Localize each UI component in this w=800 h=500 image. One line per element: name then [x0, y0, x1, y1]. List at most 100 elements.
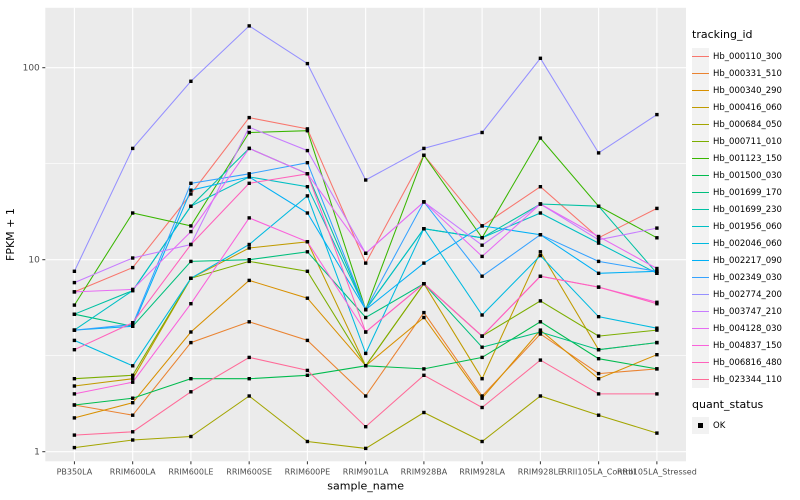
- data-point: [72, 348, 77, 352]
- data-point: [596, 238, 601, 242]
- quant-status-legend-entries: OK: [692, 417, 798, 434]
- legend-entry-label: Hb_000110_300: [713, 51, 782, 62]
- data-point: [131, 413, 135, 417]
- x-tick-label: RRIM600SE: [226, 467, 272, 476]
- data-point: [480, 274, 484, 278]
- data-point: [305, 194, 310, 198]
- data-point: [72, 377, 77, 381]
- data-point: [480, 224, 484, 228]
- legend-entry-label: Hb_001123_150: [713, 153, 782, 164]
- legend-entry-Hb_004128_030: Hb_004128_030: [692, 320, 798, 337]
- data-point: [538, 136, 543, 140]
- data-point: [538, 320, 543, 324]
- data-point: [72, 280, 77, 285]
- data-point: [305, 373, 310, 377]
- legend-entry-label: Hb_000331_510: [713, 68, 782, 79]
- x-tick-label: RRIM901LA: [343, 467, 389, 476]
- legend-key-line-icon: [692, 184, 709, 201]
- legend-entry-label: Hb_002349_030: [713, 272, 782, 283]
- data-point: [422, 410, 426, 415]
- data-point: [131, 321, 135, 325]
- data-point: [72, 328, 77, 332]
- data-point: [538, 202, 543, 206]
- data-point: [480, 334, 484, 338]
- data-point: [480, 377, 484, 381]
- legend-key-line-icon: [692, 65, 709, 82]
- data-point: [72, 290, 77, 294]
- x-tick-label: RRIM928LE: [518, 467, 563, 476]
- data-point: [655, 431, 659, 435]
- data-point: [131, 380, 135, 384]
- data-point: [189, 192, 193, 196]
- data-point: [247, 172, 251, 176]
- data-point: [189, 181, 193, 185]
- data-point: [72, 312, 77, 316]
- data-point: [538, 250, 543, 254]
- data-point: [596, 285, 601, 289]
- data-point: [131, 430, 135, 434]
- data-point: [305, 129, 310, 133]
- legend-entry-label: Hb_002774_200: [713, 289, 782, 300]
- data-point: [596, 151, 601, 155]
- data-point: [72, 403, 77, 407]
- data-point: [655, 353, 659, 357]
- data-point: [364, 178, 368, 182]
- legend-entry-label: Hb_001956_060: [713, 221, 782, 232]
- data-point: [422, 310, 426, 315]
- data-point: [655, 367, 659, 371]
- data-point: [305, 250, 310, 254]
- data-point: [480, 130, 484, 135]
- data-point: [596, 377, 601, 381]
- data-point: [131, 265, 135, 270]
- legend-key-line-icon: [692, 354, 709, 371]
- legend-entry-label: Hb_003747_210: [713, 306, 782, 317]
- data-point: [364, 394, 368, 398]
- data-point: [131, 396, 135, 400]
- data-point: [655, 340, 659, 345]
- data-point: [596, 234, 601, 239]
- legend-entry-Hb_002774_200: Hb_002774_200: [692, 286, 798, 303]
- data-point: [131, 364, 135, 368]
- data-point: [596, 259, 601, 264]
- data-point: [596, 413, 601, 417]
- data-point: [189, 390, 193, 394]
- data-point: [364, 315, 368, 320]
- legend-entry-Hb_000331_510: Hb_000331_510: [692, 65, 798, 82]
- data-point: [596, 392, 601, 396]
- data-point: [72, 433, 77, 437]
- data-point: [422, 146, 426, 151]
- data-point: [538, 211, 543, 215]
- data-point: [247, 216, 251, 220]
- data-point: [655, 206, 659, 211]
- data-point: [538, 328, 543, 332]
- data-point: [305, 172, 310, 176]
- data-point: [247, 355, 251, 360]
- legend-entry-label: Hb_004837_150: [713, 340, 782, 351]
- legend-key-line-icon: [692, 235, 709, 252]
- legend-entry-label: Hb_001500_030: [713, 170, 782, 181]
- data-point: [131, 324, 135, 328]
- data-point: [655, 392, 659, 396]
- data-point: [247, 24, 251, 28]
- x-tick-label: RRIM600PE: [285, 467, 331, 476]
- data-point: [131, 146, 135, 151]
- data-point: [131, 401, 135, 405]
- legend-entry-Hb_006816_480: Hb_006816_480: [692, 354, 798, 371]
- data-point: [305, 439, 310, 444]
- x-axis-title: sample_name: [327, 479, 404, 492]
- data-point: [247, 146, 251, 151]
- x-tick-label: PB350LA: [57, 467, 93, 476]
- data-point: [189, 204, 193, 208]
- data-point: [596, 348, 601, 352]
- legend-key-line-icon: [692, 150, 709, 167]
- data-point: [305, 338, 310, 343]
- data-point: [72, 269, 77, 273]
- data-point: [131, 256, 135, 260]
- legend-entry-Hb_004837_150: Hb_004837_150: [692, 337, 798, 354]
- data-point: [189, 188, 193, 192]
- data-point: [596, 334, 601, 338]
- data-point: [655, 271, 659, 275]
- legend-entry-Hb_000711_010: Hb_000711_010: [692, 133, 798, 150]
- data-point: [655, 302, 659, 306]
- data-point: [305, 211, 310, 215]
